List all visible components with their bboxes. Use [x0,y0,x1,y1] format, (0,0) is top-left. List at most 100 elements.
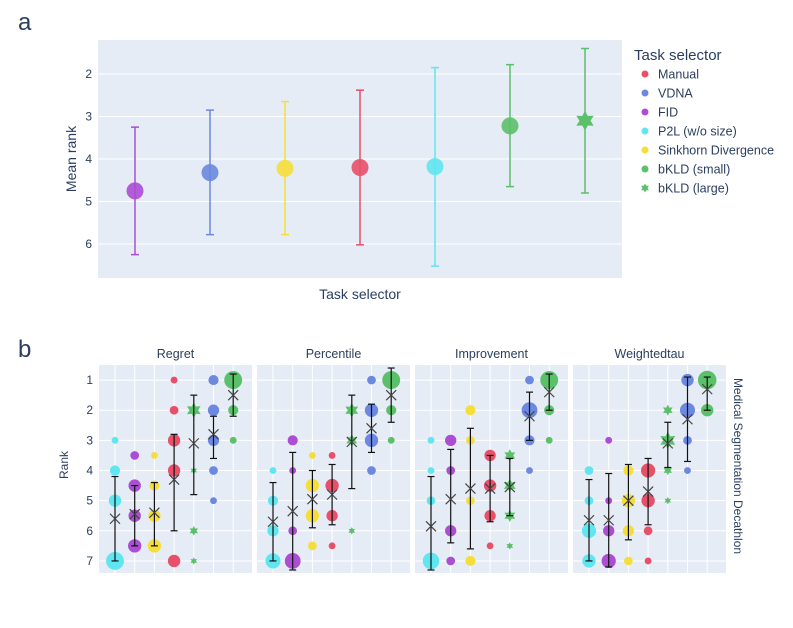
panel-a-chart: 2 3 4 5 6 Task selector Mean rank [63,40,622,302]
panel-a-marker-vdna [201,164,219,182]
facet-rank-dot-bkld-large [504,449,516,462]
facet-rank-dot-bkld-large [663,465,672,476]
facet-mean-cross [148,507,160,519]
legend-item-fid: FID [641,106,678,120]
panel-a-y-tick: 3 [85,110,92,124]
facet-rank-dot-p2l-w-o-size [111,436,119,444]
facet-rank-dot-vdna [367,375,376,385]
legend-item-manual: Manual [641,68,699,82]
panel-a-marker-manual [351,159,369,176]
legend-item-vdna: VDNA [641,87,693,101]
legend-marker-bkld-small [641,165,649,173]
legend-item-p2l-w-o-size: P2L (w/o size) [641,125,737,139]
facet-mean-cross [484,483,496,495]
facet-mean-cross [366,422,377,434]
panel-b-y-tick: 3 [86,433,93,447]
facet-rank-dot-manual [167,554,181,568]
facet-rank-dot-bkld-large [663,404,673,416]
facet-mean-cross [662,437,674,449]
legend-marker-manual [641,70,649,78]
legend-marker-p2l-w-o-size [641,127,649,135]
facet-rank-dot-fid [287,435,298,446]
panel-b-y-tick: 1 [86,373,93,387]
facet-title-percentile: Percentile [306,347,362,361]
panel-a-y-tick: 4 [85,152,92,166]
facet-rank-dot-fid [130,451,140,460]
facet-rank-dot-sinkhorn-divergence [308,451,316,459]
facet-rank-dot-vdna [208,374,219,386]
facet-title-regret: Regret [157,347,195,361]
facet-rank-dot-sinkhorn-divergence [624,556,633,566]
facet-rank-dot-fid [446,556,456,566]
panel-a-point-bkld-large [576,47,594,194]
panel-a-point-manual [351,89,369,246]
facet-rank-dot-manual [328,542,336,550]
facet-rank-dot-sinkhorn-divergence [308,541,317,551]
facet-mean-cross [622,495,634,507]
facet-plot-area-improvement [415,365,568,573]
facet-rank-dot-p2l-w-o-size [109,465,121,476]
facet-mean-cross [524,410,535,422]
facet-mean-cross [306,493,318,505]
facet-rank-dot-bkld-large [664,496,672,505]
facet-rank-dot-vdna [525,375,534,385]
facet-rank-dot-vdna [526,467,533,474]
panel-b-y-tick: 6 [86,524,93,538]
legend-item-bkld-small: bKLD (small) [641,163,730,177]
legend-label-bkld-small: bKLD (small) [658,163,730,177]
panel-a-y-tick: 2 [85,67,92,81]
facet-rank-dot-fid [605,436,613,444]
panel-b-y-tick: 2 [86,403,93,417]
facet-rank-dot-vdna [210,497,217,505]
facet-rank-dot-bkld-small [545,436,553,444]
facet-rank-dot-sinkhorn-divergence [465,405,476,416]
facet-rank-dot-bkld-large [506,542,514,550]
legend-label-bkld-large: bKLD (large) [658,182,729,196]
facet-mean-cross [603,514,615,526]
legend-label-manual: Manual [658,68,699,82]
panel-a-point-p2l-w-o-size [426,66,444,267]
facet-mean-cross [682,413,693,425]
legend-label-fid: FID [658,106,678,120]
facet-rank-dot-fid [445,434,457,447]
facet-rank-dot-sinkhorn-divergence [150,451,158,459]
panel-b-y-axis-label: Rank [57,450,71,479]
facet-rank-dot-manual [644,557,652,565]
facet-rank-dot-vdna [684,467,691,474]
panel-a-point-fid [126,126,144,256]
facet-mean-cross [346,436,358,448]
facet-title-improvement: Improvement [455,347,528,361]
panel-a-point-vdna [201,109,219,236]
facet-title-weightedtau: Weightedtau [615,347,685,361]
facet-mean-cross [385,389,397,401]
panel-a-point-sinkhorn-divergence [276,100,294,236]
facet-mean-cross [208,428,219,440]
facet-rank-dot-sinkhorn-divergence [465,555,476,567]
panel-a-marker-bkld-large [576,110,594,131]
panel-a-point-bkld-small [501,63,519,188]
facet-regret: Regret 1 2 3 4 5 6 7 [86,347,252,573]
facet-mean-cross [326,489,338,501]
facet-rank-dot-manual [486,542,494,550]
facet-rank-dot-bkld-small [229,436,237,444]
panel-a-y-tick: 5 [85,195,92,209]
facet-rank-dot-bkld-small [387,436,395,444]
facet-rank-dot-p2l-w-o-size [269,467,277,474]
facet-mean-cross [583,514,595,526]
legend-marker-sinkhorn-divergence [641,146,649,154]
facet-percentile: Percentile [257,347,410,573]
facet-mean-cross [287,505,299,517]
legend-label-vdna: VDNA [658,87,693,101]
facet-plot-area-percentile [257,365,410,573]
panel-a-y-axis-label: Mean rank [63,125,79,192]
panel-b-chart: Regret 1 2 3 4 5 6 7 Percentile Improvement Weight… [57,347,745,573]
facet-rank-dot-manual [328,451,336,459]
facet-rank-dot-vdna [207,404,220,416]
facet-mean-cross [129,508,141,520]
facet-mean-cross [543,386,555,398]
facet-mean-cross [188,437,200,449]
facet-rank-dot-bkld-large [348,527,356,535]
facet-mean-cross [109,513,121,525]
facet-rank-dot-manual [169,405,179,415]
facet-rank-dot-p2l-w-o-size [584,466,594,475]
